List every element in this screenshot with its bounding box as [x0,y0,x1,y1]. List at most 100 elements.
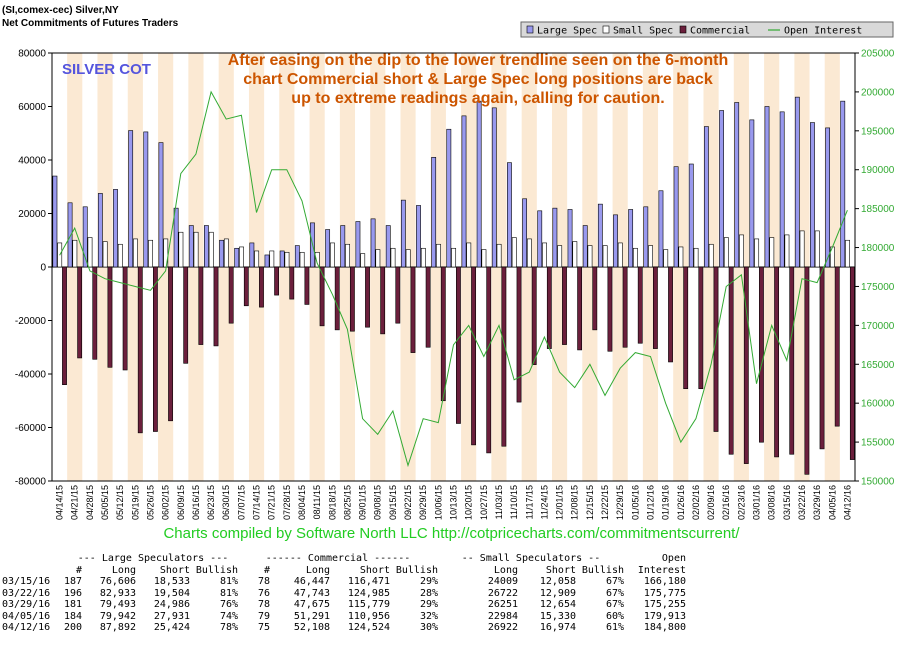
commercial-bar [168,266,173,422]
col-ss-short: Short [545,564,576,576]
large-spec-bar [128,130,134,268]
commercial-bar [849,266,855,460]
x-tick-label: 04/28/15 [85,485,95,520]
commercial-bar [92,266,98,360]
small-spec-bar [451,247,457,268]
small-spec-bar [254,250,260,268]
large-spec-bar [628,209,634,268]
table-row: 03/15/16 187 76,606 18,533 81% 78 46,447 116,47… [2,576,686,588]
small-spec-bar [693,247,699,268]
small-spec-bar [511,237,517,268]
col-c-short: Short [359,564,390,576]
x-tick-label: 05/19/15 [130,485,140,520]
x-tick-label: 08/25/15 [342,485,352,520]
x-tick-label: 07/07/15 [236,485,246,520]
small-spec-bar [572,241,578,268]
col-ls-short: Short [159,564,190,576]
table-cell: 04/12/16 [2,622,51,633]
small-spec-bar [239,246,244,268]
small-spec-bar [542,242,547,268]
large-spec-bar [52,175,58,268]
table-cell: 76% [219,599,238,610]
large-spec-bar [597,203,603,268]
table-cell: 03/15/16 [2,576,51,587]
small-spec-bar [587,245,593,268]
y-right-tick-label: 160000 [861,399,895,410]
small-spec-bar [784,234,790,268]
commercial-bar [562,266,567,345]
x-tick-label: 03/29/16 [812,485,822,520]
commercial-bar [607,266,613,352]
small-spec-bar [526,238,532,268]
commercial-bar [698,266,704,390]
large-spec-bar [188,225,194,268]
commercial-bar [395,266,401,324]
commercial-bar [319,266,325,327]
x-tick-label: 10/27/15 [479,485,489,520]
large-spec-bar [173,207,179,268]
table-cell: 03/29/16 [2,599,51,610]
commercial-bar [183,266,189,364]
small-spec-bar [420,247,426,268]
commercial-bar [228,266,234,324]
group-commercial: ------ Commercial ------ [265,553,411,564]
small-spec-bar [723,237,729,268]
commercial-bar [153,266,158,432]
commercial-bar [122,266,128,371]
x-tick-label: 09/29/15 [418,485,428,520]
table-cell: 32% [419,610,438,622]
small-spec-bar [602,245,608,268]
table-cell: 78% [219,622,238,633]
table-cell: 67% [605,599,624,610]
large-spec-bar [204,225,209,268]
table-cell: 15,330 [539,610,576,622]
table-cell: 76,606 [99,576,136,587]
large-spec-bar [264,254,270,268]
x-tick-label: 04/05/16 [827,485,837,520]
table-cell: 81% [219,576,238,587]
x-tick-label: 08/04/15 [297,485,307,520]
credit-line[interactable]: Charts compiled by Software North LLC ht… [163,525,740,542]
commercial-bar [486,266,492,454]
large-spec-bar [749,119,755,268]
x-tick-label: 08/11/15 [312,485,322,519]
commercial-bar [213,266,219,347]
large-spec-bar [431,157,437,268]
small-spec-bar [360,253,366,268]
small-spec-bar [345,243,350,268]
small-spec-bar [269,250,275,268]
large-spec-bar [82,206,88,268]
x-tick-label: 10/13/15 [449,485,459,520]
commercial-bar [546,266,552,349]
x-tick-label: 01/26/16 [676,485,686,520]
commercial-bar [259,266,264,308]
large-spec-bar [294,245,300,268]
y-right-tick-label: 170000 [861,321,895,332]
table-cell: 04/05/16 [2,610,51,622]
large-spec-bar [613,214,618,268]
x-tick-label: 07/14/15 [252,485,262,520]
large-spec-bar [507,162,512,268]
table-cell: 24009 [487,576,518,587]
table-cell: 26922 [487,622,518,633]
large-spec-bar [97,193,103,268]
x-tick-label: 03/15/16 [782,485,792,520]
small-spec-bar [299,251,305,268]
large-spec-bar [491,107,497,268]
small-spec-bar [481,249,487,268]
table-cell: 46,447 [293,576,330,587]
y-right-tick-label: 165000 [861,360,895,371]
small-spec-bar [178,231,184,268]
large-spec-bar [461,115,467,268]
group-small-spec: -- Small Speculators -- [461,553,601,564]
commercial-bar [349,266,355,332]
commercial-bar [243,266,249,307]
legend-swatch [602,25,610,34]
large-spec-bar [810,122,815,268]
commercial-bar [516,266,522,403]
table-cell: 82,933 [99,587,136,599]
col-ls-long: Long [111,564,136,576]
table-cell: 184 [63,610,82,622]
cot-chart: 800006000040000200000-20000-40000-60000-… [15,21,895,520]
table-row: 03/22/16 196 82,933 19,504 81% 76 47,743 124,98… [2,588,686,600]
